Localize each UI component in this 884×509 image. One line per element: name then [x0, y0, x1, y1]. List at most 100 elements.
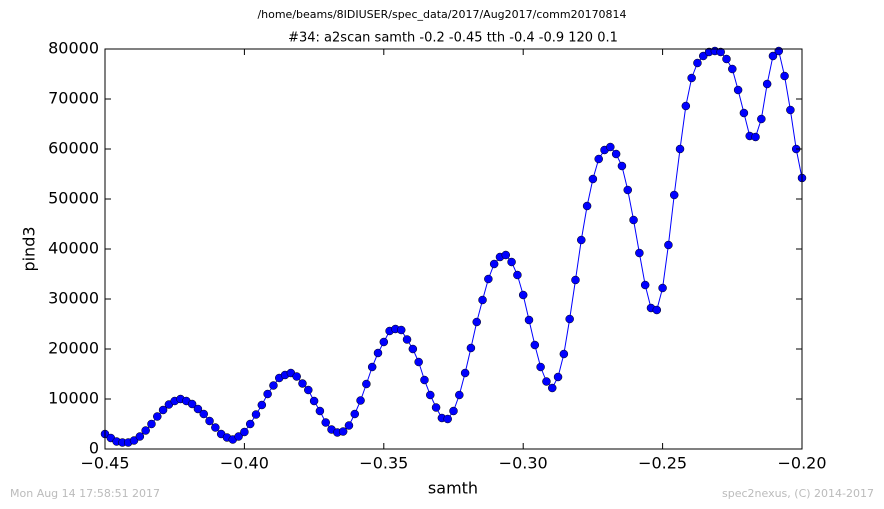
data-point — [153, 412, 162, 421]
data-point — [513, 270, 522, 280]
data-point — [431, 403, 441, 412]
y-tick-label: 80000 — [48, 39, 99, 58]
data-point — [147, 419, 156, 429]
data-point — [629, 215, 638, 225]
data-point — [141, 426, 150, 435]
data-point — [716, 47, 725, 57]
data-point — [466, 343, 476, 353]
data-point — [129, 436, 139, 445]
chart-subtitle: #34: a2scan samth -0.2 -0.45 tth -0.4 -0… — [288, 31, 618, 46]
data-point — [577, 235, 586, 245]
data-point — [530, 340, 540, 350]
data-point — [547, 383, 557, 393]
data-point — [722, 54, 731, 64]
data-point — [472, 317, 481, 327]
data-point — [762, 79, 772, 89]
data-point — [367, 362, 377, 372]
data-point — [420, 375, 429, 385]
data-point — [774, 46, 784, 56]
data-point — [443, 414, 452, 424]
data-point — [693, 58, 702, 68]
y-tick-label: 50000 — [48, 189, 99, 208]
footer-credit: spec2nexus, (C) 2014-2017 — [722, 487, 874, 500]
data-point — [501, 250, 511, 260]
data-point — [379, 337, 389, 347]
data-point — [338, 427, 348, 436]
data-point — [426, 390, 435, 400]
data-point — [321, 418, 330, 427]
data-point — [675, 144, 685, 154]
data-point — [681, 101, 691, 111]
data-point — [542, 377, 551, 386]
y-tick-label: 40000 — [48, 239, 99, 258]
data-point — [786, 105, 795, 115]
data-point — [298, 379, 307, 388]
data-point — [518, 290, 528, 300]
data-point — [362, 379, 371, 389]
data-point — [158, 405, 168, 415]
data-point — [309, 396, 319, 406]
data-point — [699, 51, 708, 61]
x-tick-label: −0.45 — [80, 454, 129, 473]
data-point — [571, 275, 580, 285]
data-point — [669, 190, 679, 200]
data-point — [728, 64, 737, 74]
x-tick-label: −0.40 — [220, 454, 269, 473]
data-point — [240, 427, 249, 437]
data-point — [687, 73, 696, 83]
data-point — [611, 149, 621, 159]
data-point — [269, 381, 278, 390]
data-point — [211, 423, 220, 432]
data-point — [507, 257, 516, 267]
y-tick-label: 70000 — [48, 89, 99, 108]
data-point — [449, 406, 458, 416]
data-point — [768, 51, 778, 61]
y-tick-label: 60000 — [48, 139, 99, 158]
data-point — [565, 314, 574, 324]
data-point — [559, 349, 569, 359]
data-point — [263, 389, 272, 399]
data-point — [635, 248, 644, 258]
y-tick-label: 30000 — [48, 289, 99, 308]
data-point — [484, 274, 493, 284]
data-point — [553, 372, 563, 382]
data-point — [356, 396, 365, 405]
data-point — [623, 185, 632, 195]
data-point — [582, 201, 592, 211]
x-tick-label: −0.30 — [499, 454, 548, 473]
footer-date: Mon Aug 14 17:58:51 2017 — [10, 487, 160, 500]
data-point — [199, 409, 208, 419]
y-axis-label: pind3 — [20, 226, 39, 271]
data-point — [640, 280, 650, 290]
data-point — [292, 372, 301, 381]
data-point — [234, 432, 243, 441]
data-point — [733, 85, 743, 95]
x-axis-label: samth — [428, 479, 478, 498]
y-tick-label: 20000 — [48, 339, 99, 358]
y-tick-label: 10000 — [48, 389, 99, 408]
data-point — [664, 240, 673, 250]
data-point — [315, 406, 325, 416]
data-point — [524, 315, 534, 325]
data-point — [606, 142, 615, 152]
plot-area — [100, 46, 807, 447]
data-point — [489, 259, 499, 269]
data-point — [135, 432, 145, 441]
x-tick-label: −0.25 — [638, 454, 687, 473]
data-point — [205, 416, 214, 426]
data-point — [478, 295, 487, 305]
data-point — [588, 174, 598, 184]
data-point — [251, 410, 261, 419]
x-tick-label: −0.35 — [359, 454, 408, 473]
data-point — [536, 362, 545, 372]
data-point — [594, 154, 603, 164]
data-point — [245, 419, 255, 429]
data-point — [751, 132, 760, 142]
chart-title: /home/beams/8IDIUSER/spec_data/2017/Aug2… — [257, 8, 626, 21]
data-point — [455, 390, 464, 400]
data-point — [780, 71, 789, 81]
data-point — [739, 108, 749, 118]
data-point — [414, 357, 423, 367]
data-point — [193, 404, 203, 414]
